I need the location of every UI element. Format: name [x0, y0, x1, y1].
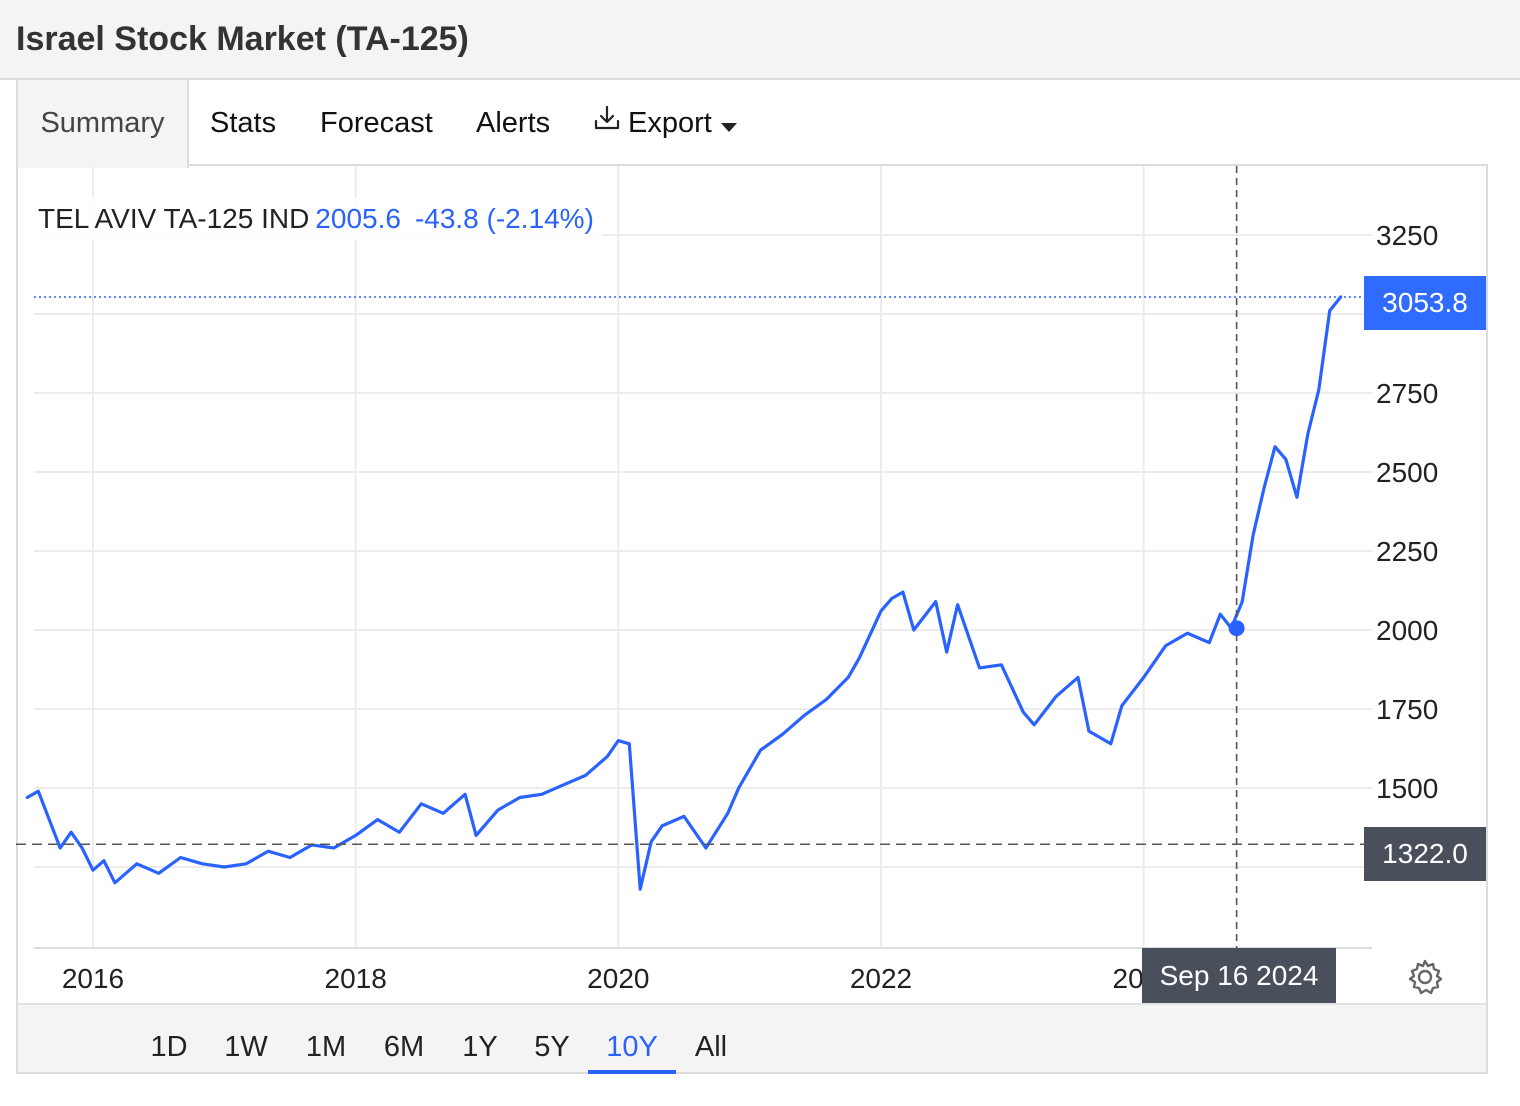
series-line	[25, 295, 1343, 891]
tab-summary[interactable]: Summary	[18, 80, 189, 168]
tab-forecast[interactable]: Forecast	[320, 107, 433, 139]
range-button-all[interactable]: All	[694, 1031, 728, 1063]
y-tick-label: 1500	[1376, 773, 1438, 804]
tab-stats[interactable]: Stats	[210, 107, 277, 139]
range-button-10y[interactable]: 10Y	[588, 1005, 676, 1074]
download-icon	[592, 81, 622, 167]
range-button-1y[interactable]: 1Y	[462, 1031, 498, 1063]
y-tick-label: 2750	[1376, 378, 1438, 409]
range-button-6m[interactable]: 6M	[383, 1031, 425, 1063]
chart-panel: Summary Stats Forecast Alerts Export	[16, 80, 1488, 1074]
range-button-1w[interactable]: 1W	[224, 1031, 268, 1063]
range-button-1m[interactable]: 1M	[305, 1031, 347, 1063]
gear-icon[interactable]	[1406, 958, 1444, 996]
range-selector: 1D 1W 1M 6M 1Y 5Y 10Y All	[18, 1003, 1486, 1074]
x-tick-label: 2020	[587, 963, 649, 994]
page-header: Israel Stock Market (TA-125)	[0, 0, 1520, 80]
x-tick-label: 2018	[325, 963, 387, 994]
x-tick-label: 2016	[62, 963, 124, 994]
range-button-1d[interactable]: 1D	[150, 1031, 188, 1063]
caret-down-icon	[720, 81, 738, 167]
crosshair-point	[1228, 620, 1245, 637]
page-title: Israel Stock Market (TA-125)	[16, 20, 469, 58]
y-tick-label: 2500	[1376, 457, 1438, 488]
y-tick-label: 1750	[1376, 694, 1438, 725]
y-tick-label: 2000	[1376, 615, 1438, 646]
range-button-5y[interactable]: 5Y	[534, 1031, 570, 1063]
y-tick-label: 2250	[1376, 536, 1438, 567]
tab-bar: Summary Stats Forecast Alerts Export	[18, 80, 1488, 168]
tab-alerts[interactable]: Alerts	[476, 107, 551, 139]
x-tick-label: 2024	[1113, 963, 1175, 994]
export-button[interactable]: Export	[592, 80, 738, 166]
export-label: Export	[628, 107, 712, 139]
y-tick-label: 3250	[1376, 220, 1438, 251]
x-tick-label: 2022	[850, 963, 912, 994]
